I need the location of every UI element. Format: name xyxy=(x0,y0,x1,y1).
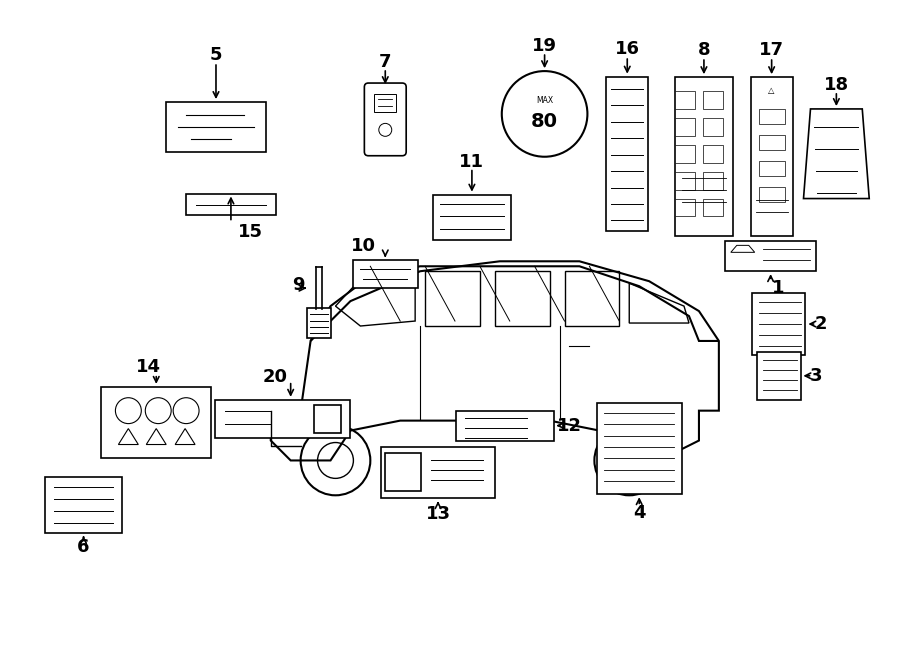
Text: 80: 80 xyxy=(531,112,558,132)
Text: 14: 14 xyxy=(136,358,161,376)
FancyBboxPatch shape xyxy=(166,102,266,152)
FancyBboxPatch shape xyxy=(757,352,800,400)
FancyBboxPatch shape xyxy=(675,91,695,109)
Text: 10: 10 xyxy=(351,237,376,255)
FancyBboxPatch shape xyxy=(385,453,421,491)
Text: 17: 17 xyxy=(759,41,784,59)
FancyBboxPatch shape xyxy=(374,94,396,112)
Text: 3: 3 xyxy=(810,367,823,385)
Text: 18: 18 xyxy=(824,76,849,94)
Text: 15: 15 xyxy=(238,223,264,241)
Text: 2: 2 xyxy=(814,315,827,333)
FancyBboxPatch shape xyxy=(751,77,793,237)
Text: 8: 8 xyxy=(698,41,710,59)
Text: 1: 1 xyxy=(772,279,785,297)
FancyBboxPatch shape xyxy=(382,447,495,498)
FancyBboxPatch shape xyxy=(675,118,695,136)
FancyBboxPatch shape xyxy=(724,241,816,271)
FancyBboxPatch shape xyxy=(703,118,723,136)
FancyBboxPatch shape xyxy=(703,91,723,109)
Text: 12: 12 xyxy=(557,416,582,434)
FancyBboxPatch shape xyxy=(597,403,681,494)
FancyBboxPatch shape xyxy=(703,198,723,217)
FancyBboxPatch shape xyxy=(675,145,695,163)
Text: 16: 16 xyxy=(615,40,640,58)
FancyBboxPatch shape xyxy=(307,308,330,338)
FancyBboxPatch shape xyxy=(759,135,785,150)
FancyBboxPatch shape xyxy=(433,194,510,241)
Text: 9: 9 xyxy=(292,276,305,294)
Text: MAX: MAX xyxy=(536,97,554,106)
FancyBboxPatch shape xyxy=(675,77,733,237)
FancyBboxPatch shape xyxy=(703,145,723,163)
FancyBboxPatch shape xyxy=(102,387,211,459)
FancyBboxPatch shape xyxy=(215,400,350,438)
FancyBboxPatch shape xyxy=(186,194,275,215)
Text: 6: 6 xyxy=(77,538,90,556)
FancyBboxPatch shape xyxy=(759,109,785,124)
FancyBboxPatch shape xyxy=(45,477,122,533)
FancyBboxPatch shape xyxy=(759,161,785,176)
FancyBboxPatch shape xyxy=(364,83,406,156)
Text: 7: 7 xyxy=(379,53,392,71)
Text: 19: 19 xyxy=(532,37,557,56)
Text: △: △ xyxy=(769,85,775,95)
Text: 20: 20 xyxy=(262,368,287,386)
Text: 5: 5 xyxy=(210,46,222,64)
FancyBboxPatch shape xyxy=(675,198,695,217)
Text: 13: 13 xyxy=(426,505,451,524)
Text: 11: 11 xyxy=(459,153,484,171)
FancyBboxPatch shape xyxy=(759,186,785,202)
FancyBboxPatch shape xyxy=(353,260,418,288)
FancyBboxPatch shape xyxy=(703,172,723,190)
FancyBboxPatch shape xyxy=(456,410,554,440)
FancyBboxPatch shape xyxy=(313,405,341,432)
Text: 4: 4 xyxy=(633,504,645,522)
FancyBboxPatch shape xyxy=(752,293,806,355)
FancyBboxPatch shape xyxy=(675,172,695,190)
FancyBboxPatch shape xyxy=(607,77,648,231)
